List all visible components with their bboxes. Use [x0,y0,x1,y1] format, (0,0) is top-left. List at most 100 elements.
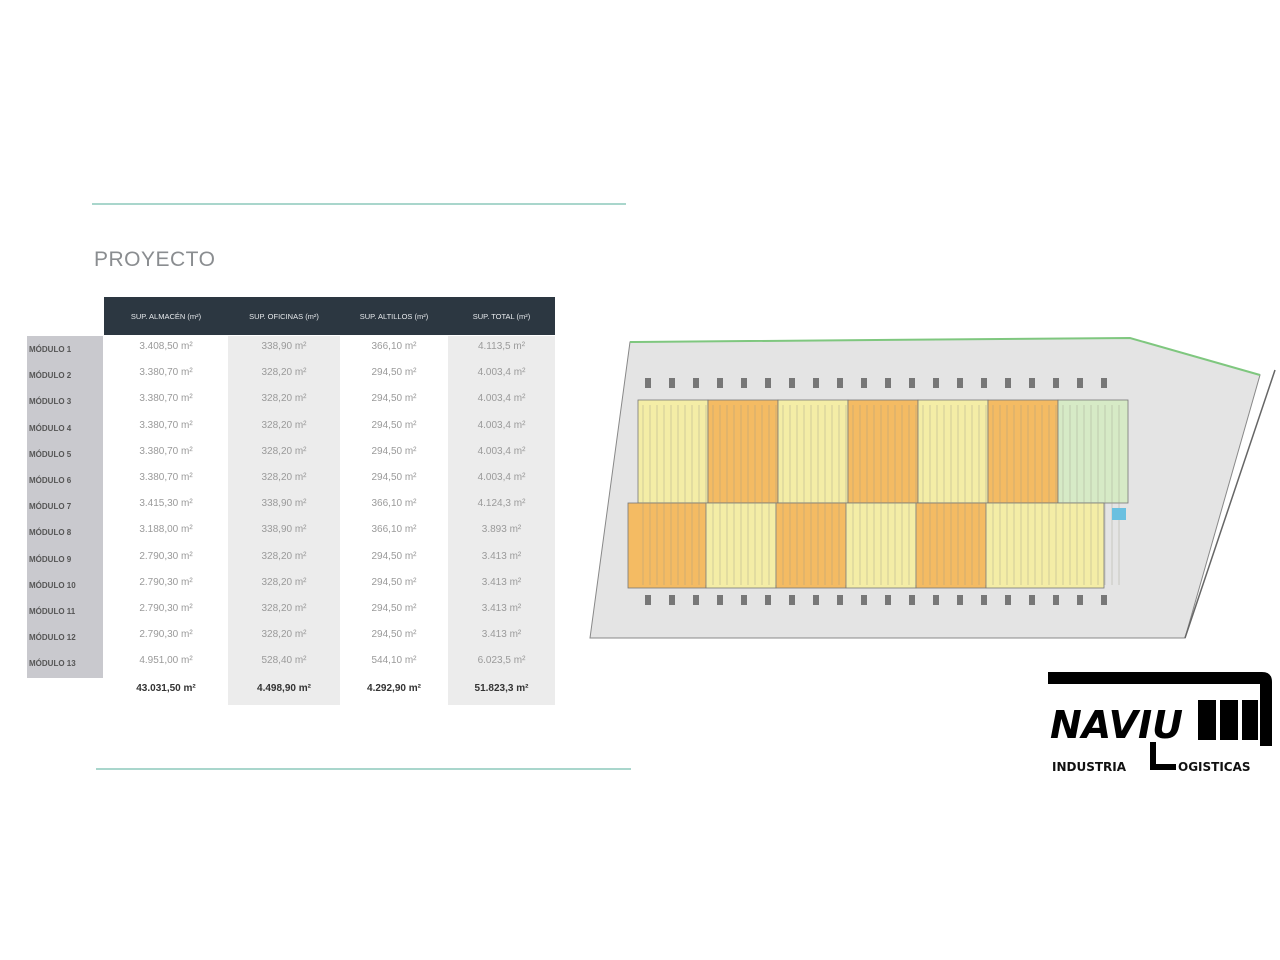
table-cell: 338,90 m² [261,524,307,536]
loading-dock [861,378,867,388]
row-label: MÓDULO 9 [29,554,72,564]
row-label: MÓDULO 6 [29,476,72,485]
site-floor-plan [589,336,1276,639]
table-total: 43.031,50 m² [136,683,196,694]
warehouse-module [847,399,919,504]
warehouse-module [707,399,779,504]
utility-room [1112,508,1126,520]
table-cell: 294,50 m² [371,472,417,483]
table-cell: 328,20 m² [261,393,307,405]
loading-dock [789,378,795,388]
loading-dock [1077,595,1083,605]
loading-dock [1101,378,1107,388]
column-header: SUP. OFICINAS (m²) [249,311,319,321]
loading-dock [885,595,891,605]
table-cell: 294,50 m² [371,550,417,562]
table-cell: 328,20 m² [261,550,307,562]
row-label: MÓDULO 7 [29,502,72,512]
loading-dock [1029,595,1035,605]
table-cell: 294,50 m² [371,603,417,614]
loading-dock [909,595,915,605]
table-cell: 3.413 m² [481,576,522,588]
table-cell: 4.003,4 m² [477,367,526,379]
warehouse-module [1057,399,1129,504]
loading-dock [741,595,747,605]
table-cell: 3.380,70 m² [139,367,193,379]
table-cell: 3.380,70 m² [139,445,193,457]
warehouse-module [987,399,1059,504]
warehouse-module [627,502,707,589]
warehouse-module [637,399,709,504]
table-cell: 366,10 m² [371,498,417,510]
loading-dock [861,595,867,605]
table-cell: 294,50 m² [371,445,417,457]
loading-dock [693,378,699,388]
table-cell: 544,10 m² [371,655,417,667]
table-cell: 366,10 m² [371,341,417,352]
row-label: MÓDULO 4 [29,423,72,433]
table-cell: 4.003,4 m² [477,419,526,431]
table-cell: 6.023,5 m² [477,655,526,667]
row-label: MÓDULO 2 [29,371,72,381]
table-cell: 2.790,30 m² [139,603,193,614]
road-edge [1184,369,1276,639]
column-bg-total [448,336,555,705]
warehouse-module [917,399,989,504]
loading-dock [1101,595,1107,605]
loading-dock [933,595,939,605]
table-total: 4.292,90 m² [367,683,421,694]
warehouse-module [985,502,1105,589]
loading-dock [741,378,747,388]
table-cell: 328,20 m² [261,629,307,641]
bottom-divider [96,768,631,770]
row-label: MÓDULO 5 [29,449,72,459]
table-cell: 3.408,50 m² [139,341,193,352]
table-cell: 3.380,70 m² [139,419,193,431]
loading-dock [789,595,795,605]
table-cell: 294,50 m² [371,393,417,405]
table-cell: 328,20 m² [261,603,307,614]
table-header: SUP. ALMACÉN (m²) SUP. OFICINAS (m²) SUP. … [104,297,555,335]
column-header: SUP. ALTILLOS (m²) [359,311,429,321]
table-cell: 294,50 m² [371,576,417,588]
table-cell: 3.413 m² [481,629,522,641]
table-cell: 3.188,00 m² [139,524,193,536]
table-cell: 3.413 m² [481,550,522,562]
table-cell: 528,40 m² [261,655,307,667]
table-cell: 294,50 m² [371,629,417,641]
loading-dock [717,595,723,605]
table-cell: 2.790,30 m² [139,629,193,641]
loading-dock [669,595,675,605]
table-cell: 4.003,4 m² [477,393,526,405]
loading-dock [909,378,915,388]
row-label: MÓDULO 12 [29,633,76,643]
table-cell: 4.003,4 m² [477,445,526,457]
table-cell: 4.113,5 m² [477,341,526,352]
loading-dock [813,378,819,388]
loading-dock [693,595,699,605]
loading-dock [957,378,963,388]
top-divider [92,203,626,205]
table-cell: 328,20 m² [261,419,307,431]
table-cell: 3.380,70 m² [139,393,193,405]
svg-text:INDUSTRIA: INDUSTRIA [1052,760,1127,774]
row-label: MÓDULO 11 [29,607,76,616]
table-cell: 3.415,30 m² [139,498,193,510]
loading-dock [885,378,891,388]
table-cell: 2.790,30 m² [139,576,193,588]
table-cell: 3.413 m² [481,603,522,614]
loading-dock [837,595,843,605]
site-green-edge [629,336,1261,376]
row-label-column [27,336,103,678]
loading-dock [1005,378,1011,388]
loading-dock [765,595,771,605]
table-cell: 328,20 m² [261,445,307,457]
table-total: 4.498,90 m² [257,683,311,694]
table-cell: 294,50 m² [371,367,417,379]
loading-dock [813,595,819,605]
svg-text:OGISTICAS: OGISTICAS [1178,760,1251,774]
loading-dock [981,378,987,388]
table-cell: 338,90 m² [261,341,307,352]
table-cell: 4.951,00 m² [139,655,193,667]
table-cell: 328,20 m² [261,576,307,588]
